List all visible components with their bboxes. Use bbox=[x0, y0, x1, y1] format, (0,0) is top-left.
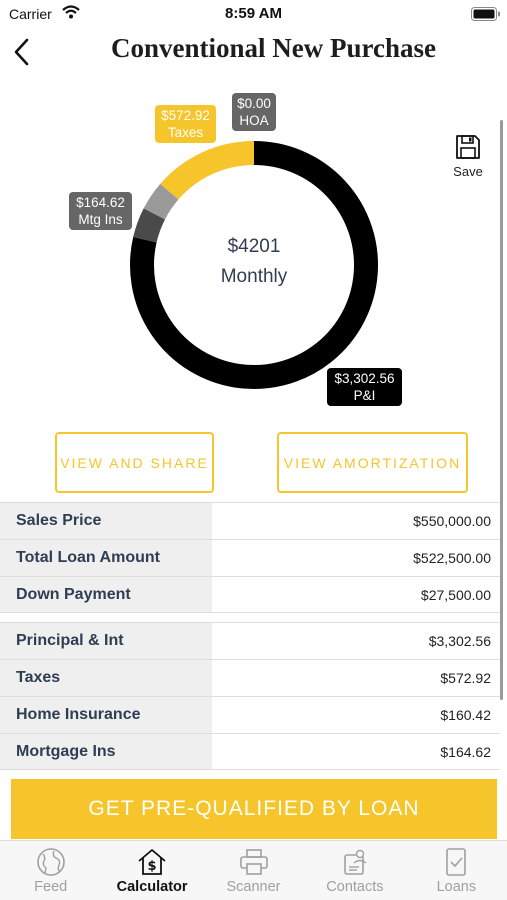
taxes-amount: $572.92 bbox=[161, 108, 210, 123]
row-value: $550,000.00 bbox=[413, 513, 491, 529]
row-label: Mortgage Ins bbox=[0, 734, 212, 769]
pi-amount: $3,302.56 bbox=[334, 371, 395, 386]
view-and-share-button[interactable]: VIEW AND SHARE bbox=[55, 432, 214, 493]
get-pre-qualified-button[interactable]: GET PRE-QUALIFIED BY LOAN bbox=[11, 779, 497, 839]
row-label: Total Loan Amount bbox=[0, 540, 212, 576]
row-label: Home Insurance bbox=[0, 697, 212, 733]
tab-contacts-label: Contacts bbox=[326, 879, 384, 895]
chevron-left-icon bbox=[14, 38, 29, 66]
pi-callout: $3,302.56 P&I bbox=[327, 368, 402, 406]
tab-feed-label: Feed bbox=[34, 879, 68, 895]
row-value: $160.42 bbox=[440, 707, 491, 723]
row-value: $164.62 bbox=[440, 743, 491, 760]
tab-loans-label: Loans bbox=[436, 879, 477, 895]
tab-contacts[interactable]: Contacts bbox=[304, 841, 405, 900]
view-amortization-button[interactable]: VIEW AMORTIZATION bbox=[277, 432, 468, 493]
table-row: Home Insurance $160.42 bbox=[0, 696, 500, 733]
row-value: $522,500.00 bbox=[413, 550, 491, 566]
table-row: Sales Price $550,000.00 bbox=[0, 502, 500, 539]
scrollbar[interactable] bbox=[500, 120, 503, 700]
row-label: Taxes bbox=[0, 660, 212, 696]
hoa-amount: $0.00 bbox=[237, 96, 271, 111]
hoa-label: HOA bbox=[239, 113, 269, 128]
calculator-house-icon: $ bbox=[138, 849, 166, 875]
donut-slice-taxes bbox=[160, 141, 255, 200]
mtg-ins-amount: $164.62 bbox=[76, 195, 125, 210]
tab-calculator[interactable]: $ Calculator bbox=[101, 841, 202, 900]
payment-donut-chart bbox=[130, 141, 378, 389]
tab-scanner-label: Scanner bbox=[226, 879, 281, 895]
globe-icon bbox=[36, 848, 65, 876]
taxes-label: Taxes bbox=[167, 125, 204, 140]
back-button[interactable] bbox=[10, 36, 34, 68]
row-value: $27,500.00 bbox=[420, 586, 491, 603]
save-label: Save bbox=[453, 164, 483, 179]
donut-slice-p-i bbox=[130, 141, 378, 389]
donut-slice-home-insurance bbox=[143, 183, 179, 220]
table-row: Taxes $572.92 bbox=[0, 659, 500, 696]
table-row: Down Payment $27,500.00 bbox=[0, 576, 500, 613]
svg-text:$: $ bbox=[148, 859, 157, 874]
payment-breakdown-table: Principal & Int $3,302.56 Taxes $572.92 … bbox=[0, 622, 500, 770]
status-time: 8:59 AM bbox=[225, 5, 282, 22]
row-label: Principal & Int bbox=[0, 623, 212, 659]
row-label: Down Payment bbox=[0, 577, 212, 612]
table-row: Mortgage Ins $164.62 bbox=[0, 733, 500, 770]
row-label: Sales Price bbox=[0, 503, 212, 539]
table-row: Principal & Int $3,302.56 bbox=[0, 622, 500, 659]
wifi-icon bbox=[62, 5, 80, 19]
tab-calculator-label: Calculator bbox=[116, 879, 188, 895]
donut-slice-mtg-ins bbox=[133, 208, 166, 243]
pi-label: P&I bbox=[353, 388, 376, 403]
save-icon bbox=[456, 135, 480, 159]
carrier-label: Carrier bbox=[9, 6, 52, 22]
tab-loans[interactable]: Loans bbox=[406, 841, 507, 900]
tab-bar: Feed $ Calculator Scanner Contacts bbox=[0, 840, 507, 900]
document-check-icon bbox=[446, 848, 467, 876]
hoa-callout: $0.00 HOA bbox=[232, 93, 276, 131]
loan-summary-table: Sales Price $550,000.00 Total Loan Amoun… bbox=[0, 502, 500, 613]
mtg-ins-callout: $164.62 Mtg Ins bbox=[69, 192, 132, 230]
monthly-total: $4201 bbox=[227, 236, 281, 257]
tab-feed[interactable]: Feed bbox=[0, 841, 101, 900]
taxes-callout: $572.92 Taxes bbox=[155, 105, 216, 143]
tab-scanner[interactable]: Scanner bbox=[203, 841, 304, 900]
contacts-icon bbox=[344, 849, 367, 875]
battery-icon bbox=[471, 7, 500, 21]
row-value: $3,302.56 bbox=[428, 633, 491, 649]
printer-icon bbox=[239, 849, 268, 875]
status-bar: Carrier 8:59 AM bbox=[0, 0, 507, 30]
row-value: $572.92 bbox=[440, 670, 491, 686]
mtg-ins-label: Mtg Ins bbox=[78, 212, 123, 227]
save-button[interactable]: Save bbox=[448, 134, 488, 184]
table-row: Total Loan Amount $522,500.00 bbox=[0, 539, 500, 576]
monthly-label: Monthly bbox=[220, 266, 288, 287]
page-title: Conventional New Purchase bbox=[110, 33, 436, 63]
